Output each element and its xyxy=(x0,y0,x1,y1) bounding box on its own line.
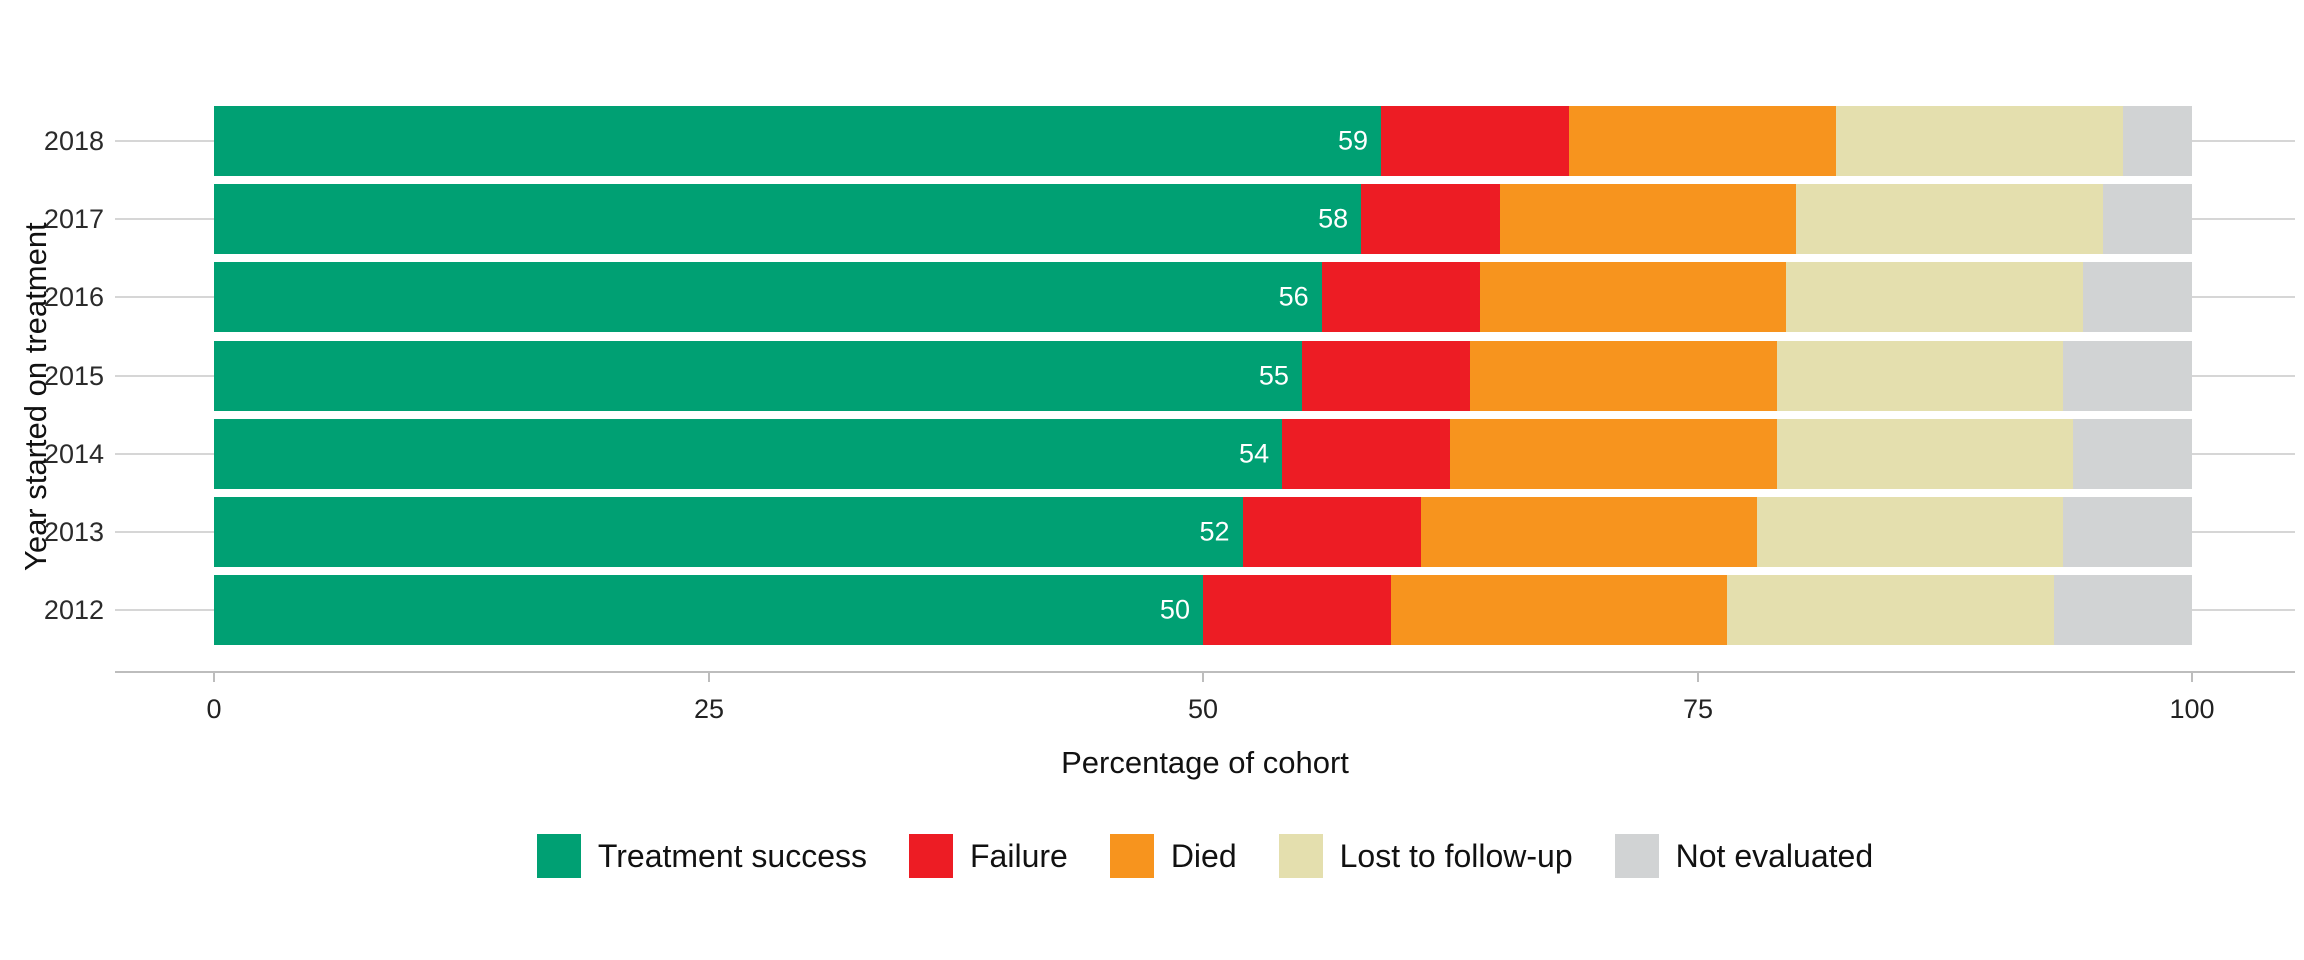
bar-segment-not-evaluated-2017 xyxy=(2102,184,2192,254)
bar-segment-treatment-success-2017: 58 xyxy=(214,184,1362,254)
bar-segment-lost-to-follow-up-2017 xyxy=(1796,184,2103,254)
legend-label: Lost to follow-up xyxy=(1339,837,1573,874)
legend-item-died: Died xyxy=(1109,834,1237,878)
bar-value-label: 52 xyxy=(1199,516,1230,547)
x-tick-mark xyxy=(2191,673,2193,682)
y-tick-label-2017: 2017 xyxy=(43,204,104,234)
y-tick-label-2018: 2018 xyxy=(43,126,104,156)
bar-segment-lost-to-follow-up-2016 xyxy=(1786,262,2084,332)
y-tick-label-2016: 2016 xyxy=(43,282,104,312)
bar-value-label: 54 xyxy=(1239,438,1270,469)
bar-value-label: 56 xyxy=(1278,281,1309,312)
bar-segment-lost-to-follow-up-2014 xyxy=(1776,419,2074,489)
bar-value-label: 59 xyxy=(1337,125,1368,156)
bar-segment-failure-2016 xyxy=(1321,262,1480,332)
bar-segment-not-evaluated-2018 xyxy=(2122,106,2192,176)
bar-segment-lost-to-follow-up-2013 xyxy=(1756,497,2064,567)
x-axis-line xyxy=(115,671,2295,673)
bar-segment-not-evaluated-2014 xyxy=(2073,419,2192,489)
bar-segment-not-evaluated-2012 xyxy=(2053,575,2193,645)
y-axis-title: Year started on treatment xyxy=(18,221,53,571)
x-tick-mark xyxy=(1697,673,1699,682)
legend-swatch-icon xyxy=(1278,834,1323,878)
bar-segment-treatment-success-2018: 59 xyxy=(214,106,1381,176)
legend: Treatment success Failure Died Lost to foll… xyxy=(115,832,2295,880)
legend-label: Not evaluated xyxy=(1675,837,1874,874)
bar-row: 50 xyxy=(214,575,2193,645)
legend-item-not-evaluated: Not evaluated xyxy=(1614,834,1874,878)
x-tick-label-25: 25 xyxy=(693,694,725,724)
x-tick-mark xyxy=(213,673,215,682)
bar-row: 59 xyxy=(214,106,2192,176)
bar-value-label: 50 xyxy=(1159,594,1190,625)
y-tick-label-2013: 2013 xyxy=(43,517,104,547)
bar-segment-lost-to-follow-up-2015 xyxy=(1776,341,2064,411)
x-axis-title: Percentage of cohort xyxy=(1061,745,1349,780)
bar-segment-treatment-success-2013: 52 xyxy=(214,497,1243,567)
legend-swatch-icon xyxy=(536,834,581,878)
bar-segment-died-2013 xyxy=(1420,497,1757,567)
y-tick-label-2012: 2012 xyxy=(43,595,104,625)
bar-segment-died-2018 xyxy=(1568,106,1836,176)
bar-segment-failure-2013 xyxy=(1242,497,1421,567)
bar-segment-failure-2014 xyxy=(1282,419,1451,489)
legend-label: Failure xyxy=(970,837,1068,874)
legend-item-treatment-success: Treatment success xyxy=(536,834,867,878)
bar-segment-not-evaluated-2016 xyxy=(2083,262,2192,332)
legend-item-lost-to-follow-up: Lost to follow-up xyxy=(1278,834,1573,878)
bar-row: 56 xyxy=(214,262,2192,332)
bar-segment-failure-2015 xyxy=(1301,341,1470,411)
bar-row: 58 xyxy=(214,184,2192,254)
x-tick-mark xyxy=(708,673,710,682)
bar-segment-lost-to-follow-up-2018 xyxy=(1835,106,2123,176)
bar-segment-not-evaluated-2015 xyxy=(2063,341,2192,411)
legend-item-failure: Failure xyxy=(909,834,1068,878)
bar-segment-lost-to-follow-up-2012 xyxy=(1727,575,2054,645)
bar-value-label: 55 xyxy=(1258,360,1289,391)
bar-segment-failure-2018 xyxy=(1381,106,1569,176)
bar-row: 52 xyxy=(214,497,2192,567)
bar-segment-treatment-success-2012: 50 xyxy=(214,575,1203,645)
bar-segment-not-evaluated-2013 xyxy=(2063,497,2192,567)
legend-label: Died xyxy=(1170,837,1237,874)
bar-segment-treatment-success-2015: 55 xyxy=(214,341,1302,411)
x-tick-mark xyxy=(1202,673,1204,682)
legend-swatch-icon xyxy=(1109,834,1154,878)
bar-segment-treatment-success-2016: 56 xyxy=(214,262,1322,332)
bar-segment-died-2014 xyxy=(1450,419,1777,489)
x-tick-label-75: 75 xyxy=(1682,694,1714,724)
bar-segment-died-2012 xyxy=(1390,575,1728,645)
bar-segment-failure-2012 xyxy=(1202,575,1391,645)
x-tick-label-50: 50 xyxy=(1187,694,1219,724)
bar-row: 55 xyxy=(214,341,2192,411)
y-tick-label-2015: 2015 xyxy=(43,361,104,391)
bar-segment-died-2015 xyxy=(1469,341,1777,411)
bar-value-label: 58 xyxy=(1318,203,1349,234)
bar-segment-treatment-success-2014: 54 xyxy=(214,419,1283,489)
bar-row: 54 xyxy=(214,419,2192,489)
bar-segment-died-2017 xyxy=(1499,184,1797,254)
bar-segment-failure-2017 xyxy=(1361,184,1500,254)
y-tick-label-2014: 2014 xyxy=(43,439,104,469)
bar-segment-died-2016 xyxy=(1479,262,1787,332)
x-tick-label-100: 100 xyxy=(2169,694,2215,724)
x-tick-label-0: 0 xyxy=(206,694,222,724)
legend-label: Treatment success xyxy=(597,837,867,874)
legend-swatch-icon xyxy=(1614,834,1659,878)
legend-swatch-icon xyxy=(909,834,953,878)
